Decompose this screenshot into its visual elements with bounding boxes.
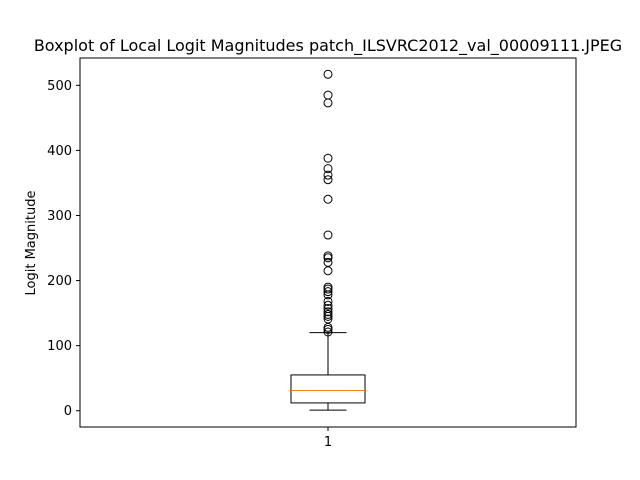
outlier-point-23 — [323, 153, 333, 163]
y-tick-label-300: 300 — [47, 209, 72, 224]
outlier-point-5 — [323, 309, 333, 319]
plot-frame — [79, 57, 577, 428]
outlier-point-18 — [323, 230, 333, 240]
outlier-point-13 — [323, 282, 333, 292]
outlier-point-15 — [323, 257, 333, 267]
y-tick-label-400: 400 — [47, 144, 72, 159]
outlier-point-3 — [323, 314, 333, 324]
outlier-point-9 — [323, 296, 333, 306]
iqr-box — [290, 374, 366, 404]
chart-title: Boxplot of Local Logit Magnitudes patch_… — [34, 36, 622, 56]
y-axis-label: Logit Magnitude — [24, 191, 39, 296]
outlier-point-21 — [323, 170, 333, 180]
outlier-point-0 — [323, 327, 333, 337]
outlier-point-8 — [323, 300, 333, 310]
outlier-point-17 — [323, 251, 333, 261]
outlier-point-20 — [323, 175, 333, 185]
y-tick-label-100: 100 — [47, 339, 72, 354]
outlier-point-6 — [323, 307, 333, 317]
outlier-point-26 — [323, 69, 333, 79]
y-tick-label-0: 0 — [64, 404, 72, 419]
outlier-point-25 — [323, 90, 333, 100]
outlier-point-11 — [323, 287, 333, 297]
plot-layer: 0 100 200 300 400 500 1 — [47, 69, 366, 450]
x-tick-label-1: 1 — [324, 435, 332, 450]
outlier-point-22 — [323, 164, 333, 174]
outlier-point-7 — [323, 304, 333, 314]
y-tick-label-500: 500 — [47, 79, 72, 94]
outlier-point-19 — [323, 194, 333, 204]
y-tick-label-200: 200 — [47, 274, 72, 289]
